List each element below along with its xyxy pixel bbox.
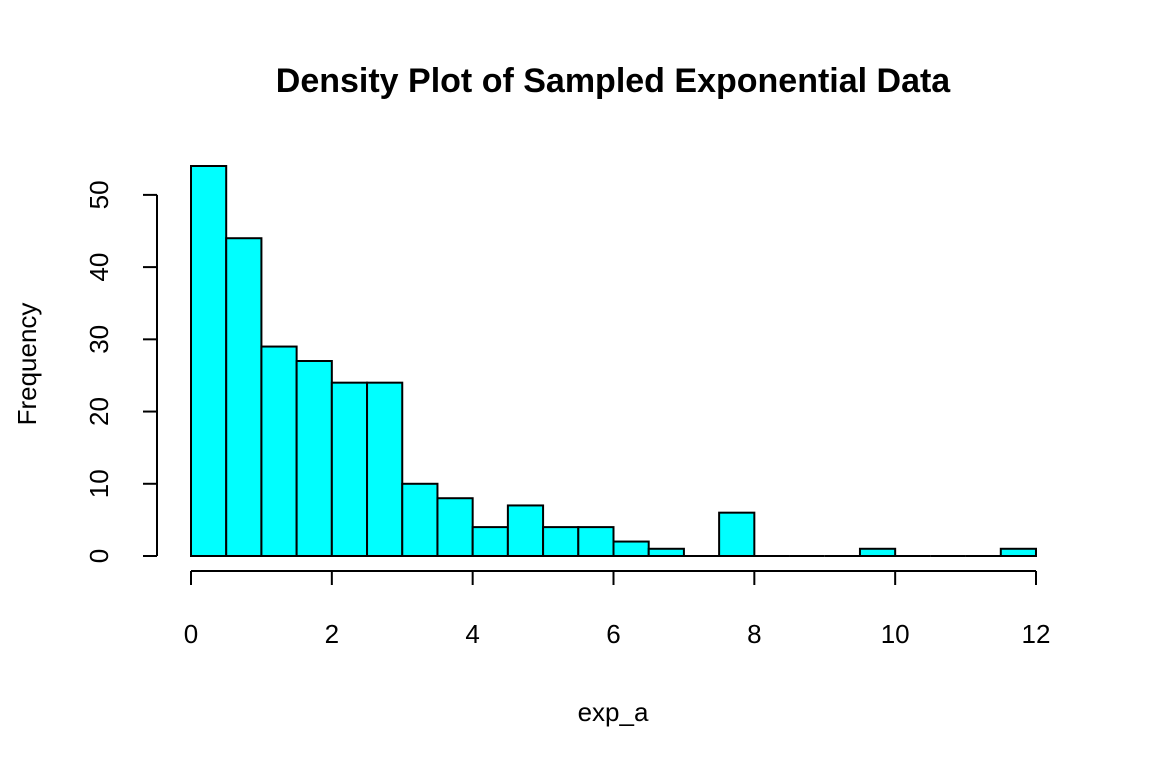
histogram-bar <box>366 381 404 557</box>
y-axis: 0 10 20 30 40 50 <box>84 180 158 563</box>
histogram-bar <box>506 504 545 558</box>
y-tick-label: 50 <box>84 180 114 209</box>
histogram-bar <box>718 511 756 558</box>
x-axis-label: exp_a <box>578 697 649 727</box>
histogram-bar <box>190 165 228 557</box>
y-tick-label: 0 <box>84 549 114 563</box>
x-tick-label: 12 <box>1022 619 1051 649</box>
x-tick-label: 8 <box>747 619 761 649</box>
x-tick-label: 4 <box>465 619 479 649</box>
histogram-bar <box>999 547 1038 557</box>
y-tick-label: 40 <box>84 253 114 282</box>
y-tick-label: 10 <box>84 469 114 498</box>
histogram-bar <box>330 381 369 557</box>
y-axis-label: Frequency <box>12 303 42 426</box>
histogram-bar <box>577 526 615 557</box>
histogram-bar <box>471 526 509 557</box>
x-tick-label: 6 <box>606 619 620 649</box>
histogram-bar <box>260 345 298 557</box>
histogram-bar <box>858 547 897 557</box>
x-tick-label: 10 <box>881 619 910 649</box>
histogram-bar <box>295 360 333 557</box>
bars-group <box>190 165 1038 558</box>
x-tick-label: 2 <box>325 619 339 649</box>
histogram-bar <box>612 540 650 557</box>
x-axis: 0 2 4 6 8 10 12 <box>184 570 1051 649</box>
histogram-bar <box>647 547 685 557</box>
histogram-bar <box>436 497 474 558</box>
histogram-bar <box>401 482 439 557</box>
y-tick-label: 30 <box>84 325 114 354</box>
histogram-bar <box>542 526 580 557</box>
x-tick-label: 0 <box>184 619 198 649</box>
histogram-bar <box>225 237 263 557</box>
y-tick-label: 20 <box>84 397 114 426</box>
chart-title: Density Plot of Sampled Exponential Data <box>276 62 952 100</box>
